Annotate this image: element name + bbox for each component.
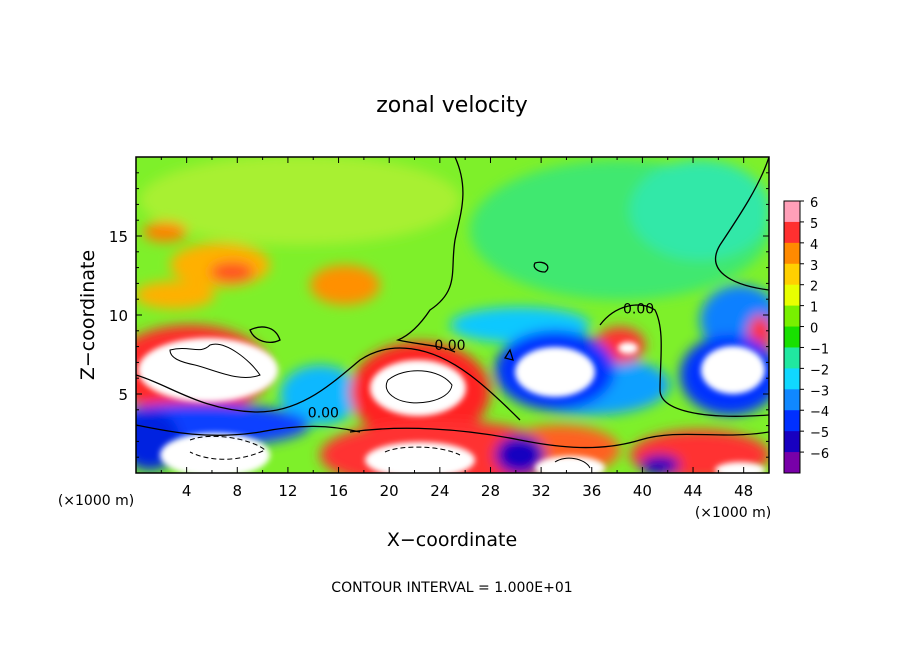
colorbar-label: −4 (810, 405, 829, 420)
colorbar-label: −6 (810, 447, 829, 462)
y-axis: 5 10 15 (109, 156, 769, 474)
x-tick-label: 32 (532, 482, 551, 500)
y-tick-label: 15 (109, 228, 128, 246)
colorbar-swatch (784, 305, 800, 328)
x-tick-label: 16 (329, 482, 348, 500)
colorbar-label: 6 (810, 196, 818, 211)
x-tick-label: 12 (278, 482, 297, 500)
x-tick-label: 36 (582, 482, 601, 500)
x-axis: 4 8 12 16 20 24 28 32 36 40 44 48 (135, 157, 770, 500)
x-tick-label: 4 (182, 482, 192, 500)
colorbar-swatch (784, 452, 800, 474)
contour-label: 0.00 (623, 301, 654, 317)
colorbar-label: 3 (810, 259, 818, 274)
colorbar-swatch (784, 201, 800, 223)
colorbar-label: 5 (810, 217, 818, 232)
colorbar-swatch (784, 242, 800, 265)
colorbar-label: 1 (810, 301, 818, 316)
colorbar-swatch (784, 347, 800, 369)
colorbar-label: −1 (810, 342, 829, 357)
colorbar-frame (783, 200, 801, 474)
y-tick-label: 5 (118, 386, 128, 404)
x-unit-label-left: (×1000 m) (58, 493, 134, 509)
colorbar-swatch (784, 284, 800, 307)
contour-labels: 0.00 0.00 0.00 (308, 301, 654, 421)
colorbar-swatch (784, 368, 800, 390)
x-tick-label: 20 (380, 482, 399, 500)
chart-title: zonal velocity (376, 93, 528, 118)
y-axis-label: Z−coordinate (77, 250, 99, 380)
x-tick-label: 8 (233, 482, 243, 500)
colorbar-swatch (784, 221, 800, 244)
colorbar-swatch (784, 410, 800, 432)
colorbar-label: 2 (810, 280, 818, 295)
colorbar-swatch (784, 431, 800, 453)
contour-label: 0.00 (308, 406, 339, 422)
contour-label: 0.00 (434, 338, 465, 354)
colorbar-swatch (784, 263, 800, 286)
x-unit-label-right: (×1000 m) (695, 505, 771, 521)
colorbar-swatch (784, 326, 800, 348)
colorbar-label: −2 (810, 363, 829, 378)
y-tick-label: 10 (109, 307, 128, 325)
plot-area (136, 157, 769, 473)
colorbar-label: 0 (810, 322, 818, 337)
saturated-regions (138, 338, 765, 473)
colorbar-label: −5 (810, 426, 829, 441)
x-tick-label: 24 (430, 482, 449, 500)
x-axis-label: X−coordinate (387, 529, 517, 551)
colorbar: 6 5 4 3 2 1 0 −1 −2 −3 −4 −5 −6 (783, 196, 829, 474)
x-tick-label: 44 (683, 482, 702, 500)
contour-lines (136, 157, 769, 469)
contour-interval-note: CONTOUR INTERVAL = 1.000E+01 (331, 580, 572, 596)
colorbar-swatch (784, 389, 800, 411)
x-tick-label: 40 (633, 482, 652, 500)
colorbar-label: 4 (810, 238, 818, 253)
colorbar-label: −3 (810, 384, 829, 399)
x-tick-label: 28 (481, 482, 500, 500)
x-tick-label: 48 (734, 482, 753, 500)
